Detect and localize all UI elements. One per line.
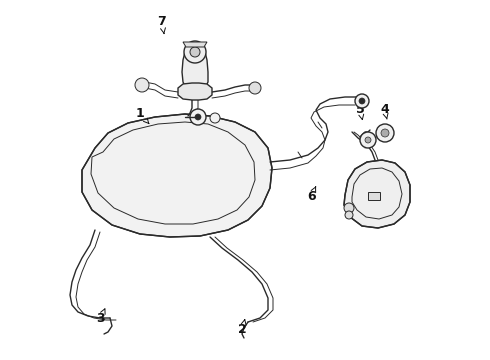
Circle shape [355, 94, 369, 108]
Circle shape [365, 137, 371, 143]
Text: 5: 5 [356, 103, 365, 120]
Circle shape [135, 78, 149, 92]
Text: 6: 6 [307, 187, 316, 203]
Polygon shape [368, 192, 380, 200]
Circle shape [360, 132, 376, 148]
Text: 4: 4 [380, 103, 389, 119]
Circle shape [376, 124, 394, 142]
Circle shape [249, 82, 261, 94]
Circle shape [359, 98, 365, 104]
Circle shape [381, 129, 389, 137]
Polygon shape [344, 160, 410, 228]
Circle shape [190, 109, 206, 125]
Circle shape [184, 41, 206, 63]
Text: 3: 3 [96, 309, 105, 325]
Circle shape [344, 203, 354, 213]
Text: 1: 1 [135, 107, 149, 123]
Polygon shape [183, 42, 207, 47]
Text: 7: 7 [157, 15, 166, 34]
Circle shape [210, 113, 220, 123]
Text: 2: 2 [238, 320, 247, 336]
Circle shape [195, 114, 201, 120]
Polygon shape [82, 114, 272, 237]
Circle shape [345, 211, 353, 219]
Circle shape [190, 47, 200, 57]
Polygon shape [178, 83, 212, 100]
Polygon shape [182, 52, 208, 92]
